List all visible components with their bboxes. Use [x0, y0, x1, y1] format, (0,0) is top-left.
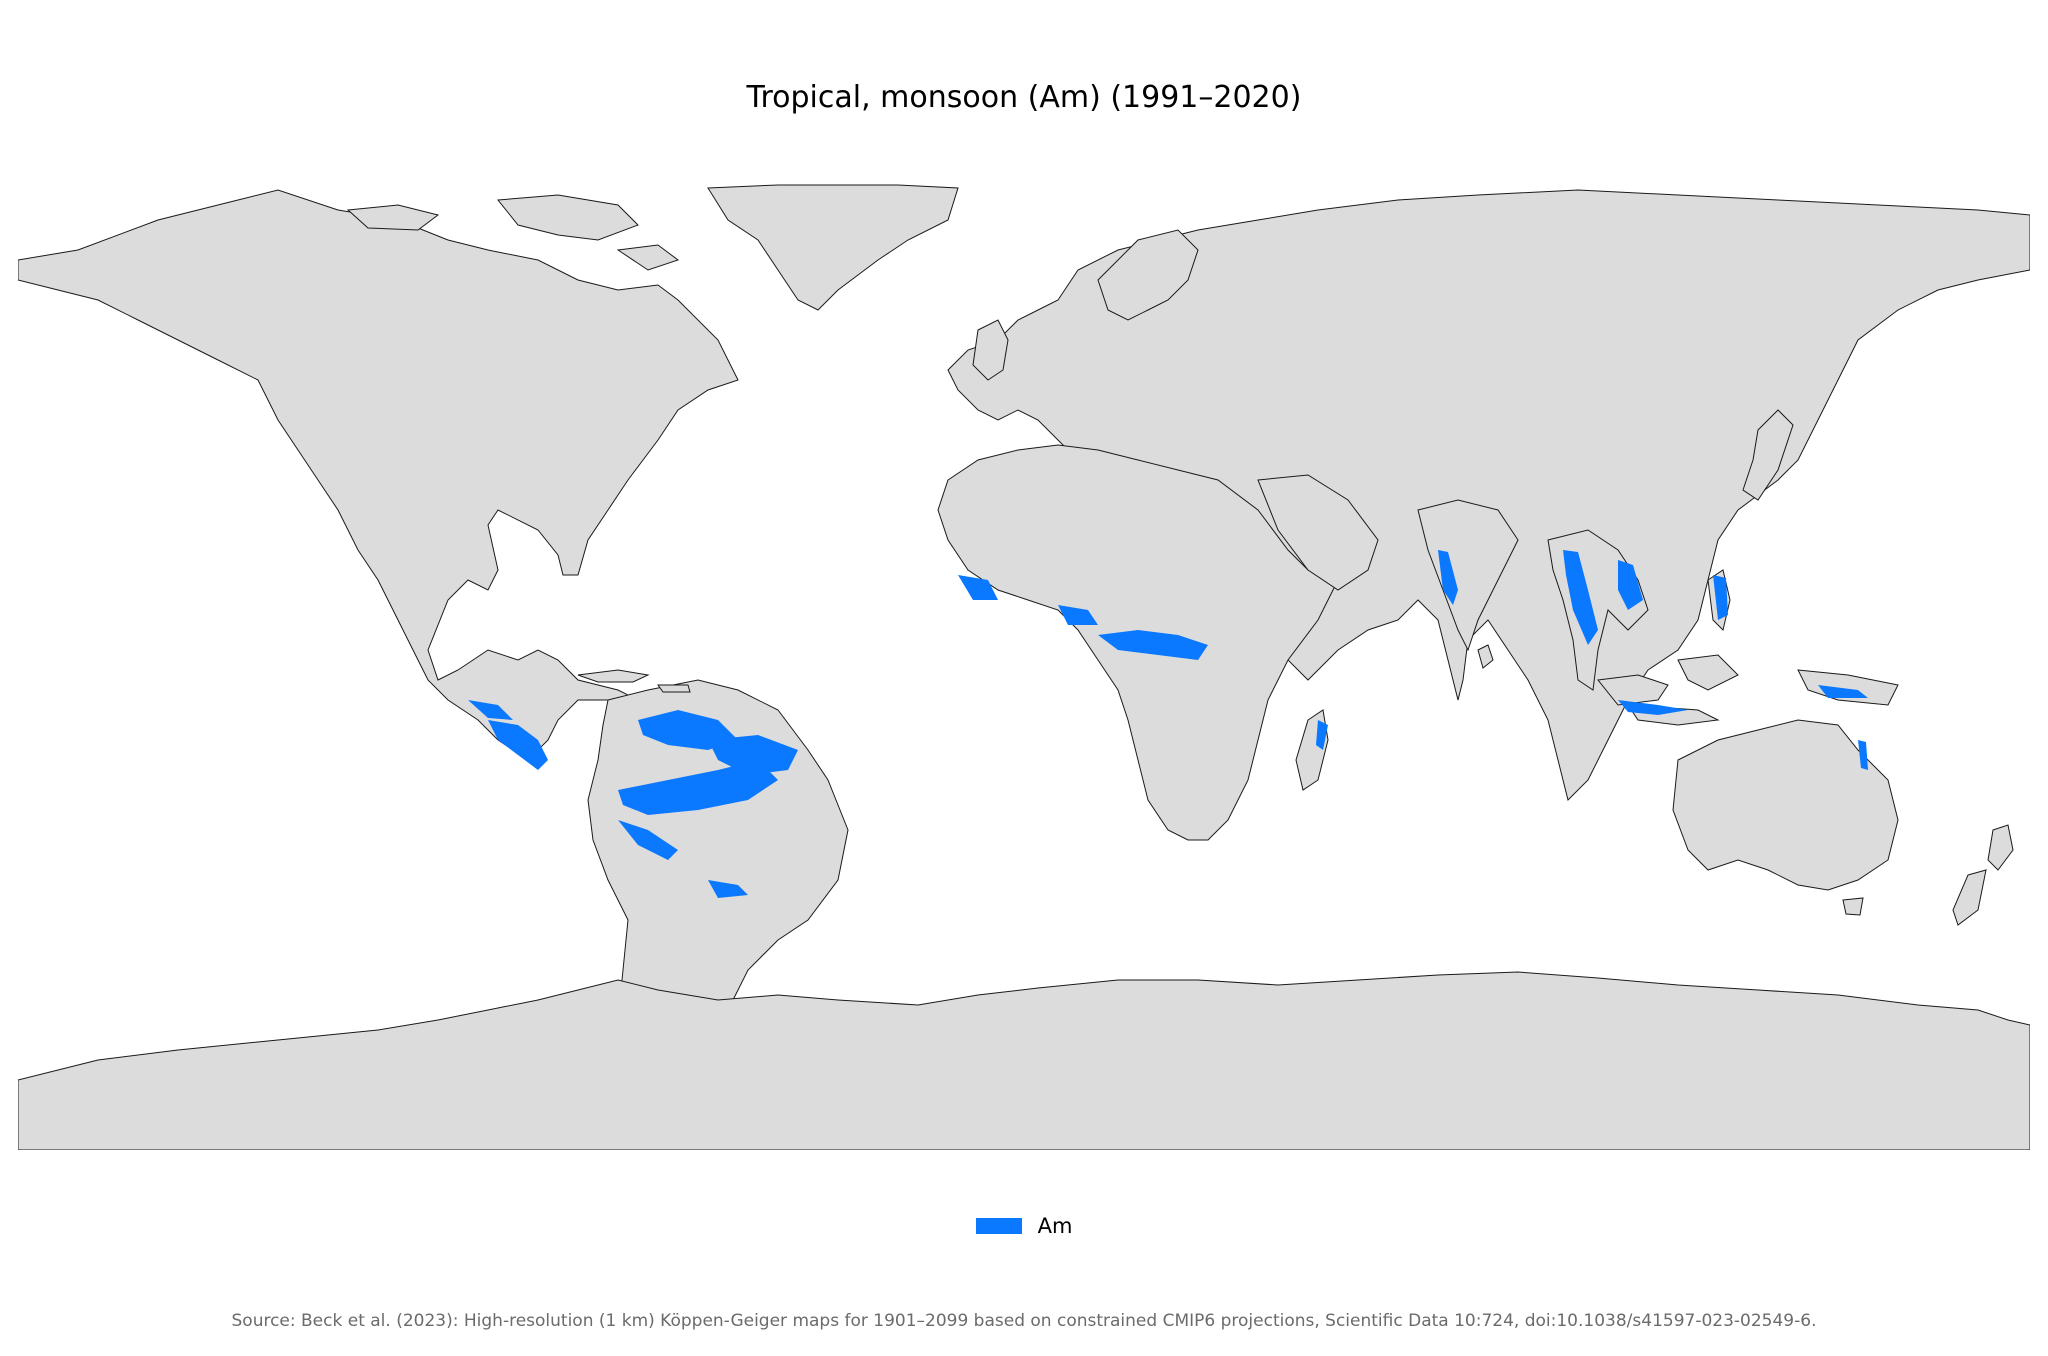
source-citation: Source: Beck et al. (2023): High-resolut…: [231, 1311, 1817, 1331]
landmass-new-guinea: [1797, 669, 1899, 706]
landmass-india: [1417, 499, 1519, 652]
landmass-japan: [1742, 409, 1794, 501]
landmass-north-america: [18, 189, 739, 761]
legend-swatch-am: [975, 1218, 1022, 1234]
world-map: [18, 180, 2030, 1150]
landmass-new-zealand: [1952, 824, 2014, 926]
map-title: Tropical, monsoon (Am) (1991–2020): [746, 80, 1302, 115]
am-zone-west-africa: [958, 575, 998, 600]
landmass-arabia: [1257, 474, 1379, 591]
landmass-greenland: [707, 184, 959, 311]
am-zone-brazil-south: [708, 880, 748, 898]
am-climate-zones: [468, 550, 1868, 898]
legend: Am: [0, 1214, 2048, 1238]
am-zone-australia-ne: [1858, 740, 1868, 770]
land-layer: [18, 184, 2030, 1150]
am-zone-indonesia: [1618, 700, 1688, 715]
am-zone-amazon-east: [708, 735, 798, 775]
landmass-madagascar: [1295, 709, 1329, 791]
am-zone-myanmar: [1563, 550, 1598, 645]
am-zone-central-america: [488, 720, 548, 770]
landmass-australia: [1672, 719, 1899, 891]
legend-label-am: Am: [1037, 1214, 1073, 1238]
landmass-antarctica: [18, 971, 2030, 1150]
am-zone-madagascar: [1316, 720, 1328, 750]
am-zone-mexico-gulf: [468, 700, 513, 720]
world-map-svg: [18, 184, 2030, 1150]
landmass-tasmania: [1842, 897, 1864, 916]
am-zone-gulf-of-guinea: [1058, 605, 1098, 625]
landmass-arctic-islands: [346, 194, 680, 271]
am-zone-indochina: [1618, 560, 1643, 610]
landmass-british-isles: [972, 319, 1009, 381]
am-zone-india-west: [1438, 550, 1458, 605]
am-zone-new-guinea: [1818, 685, 1868, 698]
am-zone-andes-east: [618, 820, 678, 860]
am-zone-philippines: [1713, 575, 1728, 620]
landmass-sri-lanka: [1477, 644, 1494, 669]
landmass-scandinavia: [1097, 229, 1199, 321]
landmass-caribbean: [577, 669, 691, 693]
am-zone-amazon-central: [618, 760, 778, 815]
am-zone-congo: [1098, 630, 1208, 660]
